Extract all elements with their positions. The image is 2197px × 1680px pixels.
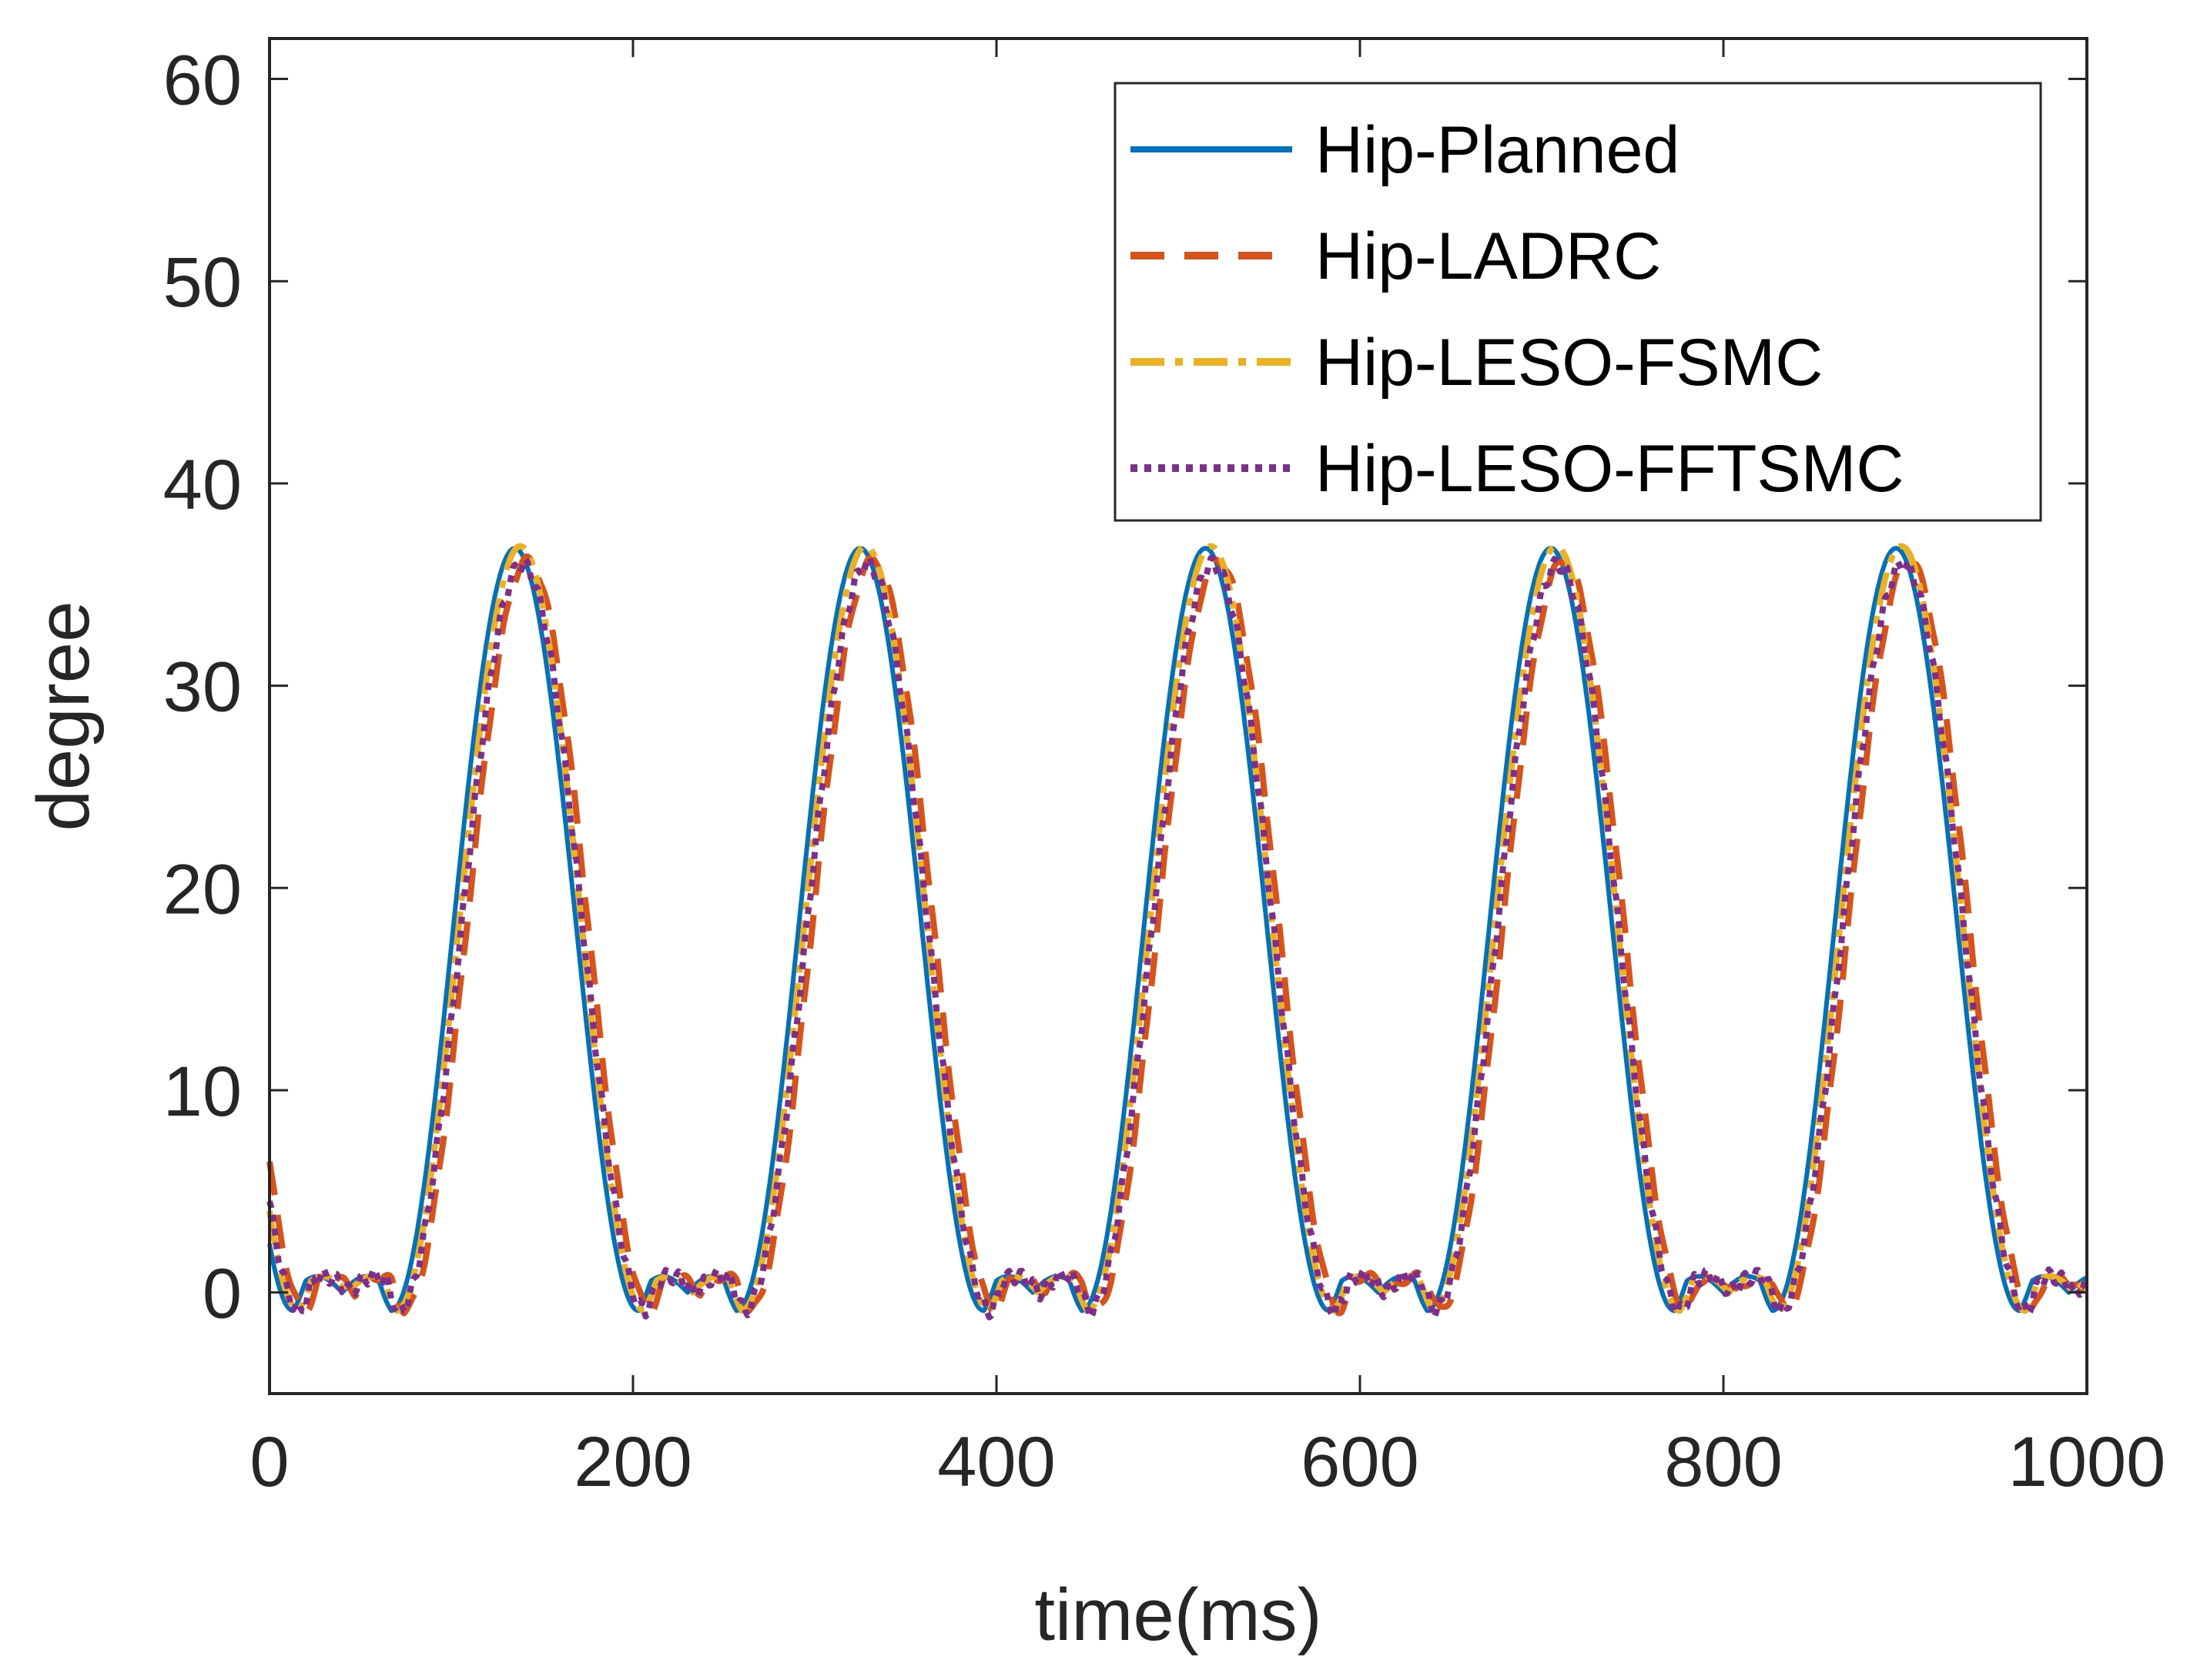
y-tick-label: 60 — [163, 42, 242, 120]
x-tick-label: 1000 — [2008, 1423, 2166, 1501]
legend-label: Hip-LADRC — [1315, 219, 1661, 293]
tick-layer: 0 200 400 600 800 1000 0 10 20 30 40 50 60 — [163, 38, 2166, 1501]
y-tick-label: 40 — [163, 446, 242, 524]
x-tick-label: 0 — [250, 1423, 289, 1501]
x-tick-label: 200 — [574, 1423, 692, 1501]
series-layer — [266, 543, 2090, 1320]
legend: Hip-Planned Hip-LADRC Hip-LESO-FSMC Hip-LES… — [1114, 82, 2042, 522]
x-tick-label: 600 — [1301, 1423, 1419, 1501]
plot-frame — [268, 37, 2088, 1395]
legend-items: Hip-Planned Hip-LADRC Hip-LESO-FSMC Hip-LES… — [1130, 113, 1904, 506]
y-tick-label: 10 — [163, 1053, 242, 1131]
x-axis-label: time(ms) — [1034, 1574, 1321, 1656]
y-tick-label: 0 — [203, 1255, 242, 1334]
y-tick-label: 30 — [163, 648, 242, 727]
series-line-hip-leso-fftsmc — [266, 554, 2090, 1320]
x-tick-label: 400 — [937, 1423, 1056, 1501]
legend-box — [1114, 82, 2042, 522]
legend-label: Hip-LESO-FFTSMC — [1315, 432, 1904, 506]
y-tick-label: 20 — [163, 850, 242, 929]
y-axis-label: degree — [22, 601, 105, 832]
x-tick-label: 800 — [1664, 1423, 1783, 1501]
series-line-hip-planned — [267, 546, 2088, 1314]
legend-label: Hip-Planned — [1315, 113, 1680, 187]
y-tick-label: 50 — [163, 243, 242, 322]
legend-label: Hip-LESO-FSMC — [1315, 326, 1823, 400]
